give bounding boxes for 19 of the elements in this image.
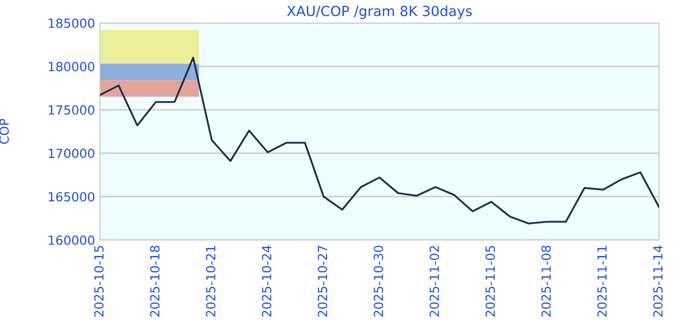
y-tick-label: 170000 — [48, 148, 94, 158]
x-tick-label: 2025-10-15 — [94, 246, 104, 317]
x-tick-label: 2025-10-27 — [318, 246, 328, 317]
x-tick-label: 2025-11-02 — [430, 246, 440, 317]
chart-title: XAU/COP /gram 8K 30days — [287, 6, 472, 19]
y-tick-label: 165000 — [48, 192, 94, 202]
y-tick-label: 180000 — [48, 62, 94, 72]
x-tick-label: 2025-10-21 — [206, 246, 216, 317]
line-series — [100, 56, 659, 224]
x-tick-label: 2025-11-08 — [541, 246, 551, 317]
x-tick-label: 2025-11-05 — [485, 246, 495, 317]
y-tick-label: 185000 — [48, 18, 94, 28]
y-tick-label: 160000 — [48, 235, 94, 245]
y-tick-label: 175000 — [48, 105, 94, 115]
x-tick-label: 2025-10-30 — [374, 246, 384, 317]
x-tick-label: 2025-10-24 — [262, 246, 272, 317]
x-tick-label: 2025-11-14 — [653, 246, 663, 317]
x-tick-label: 2025-11-11 — [597, 246, 607, 317]
x-tick-label: 2025-10-18 — [150, 246, 160, 317]
